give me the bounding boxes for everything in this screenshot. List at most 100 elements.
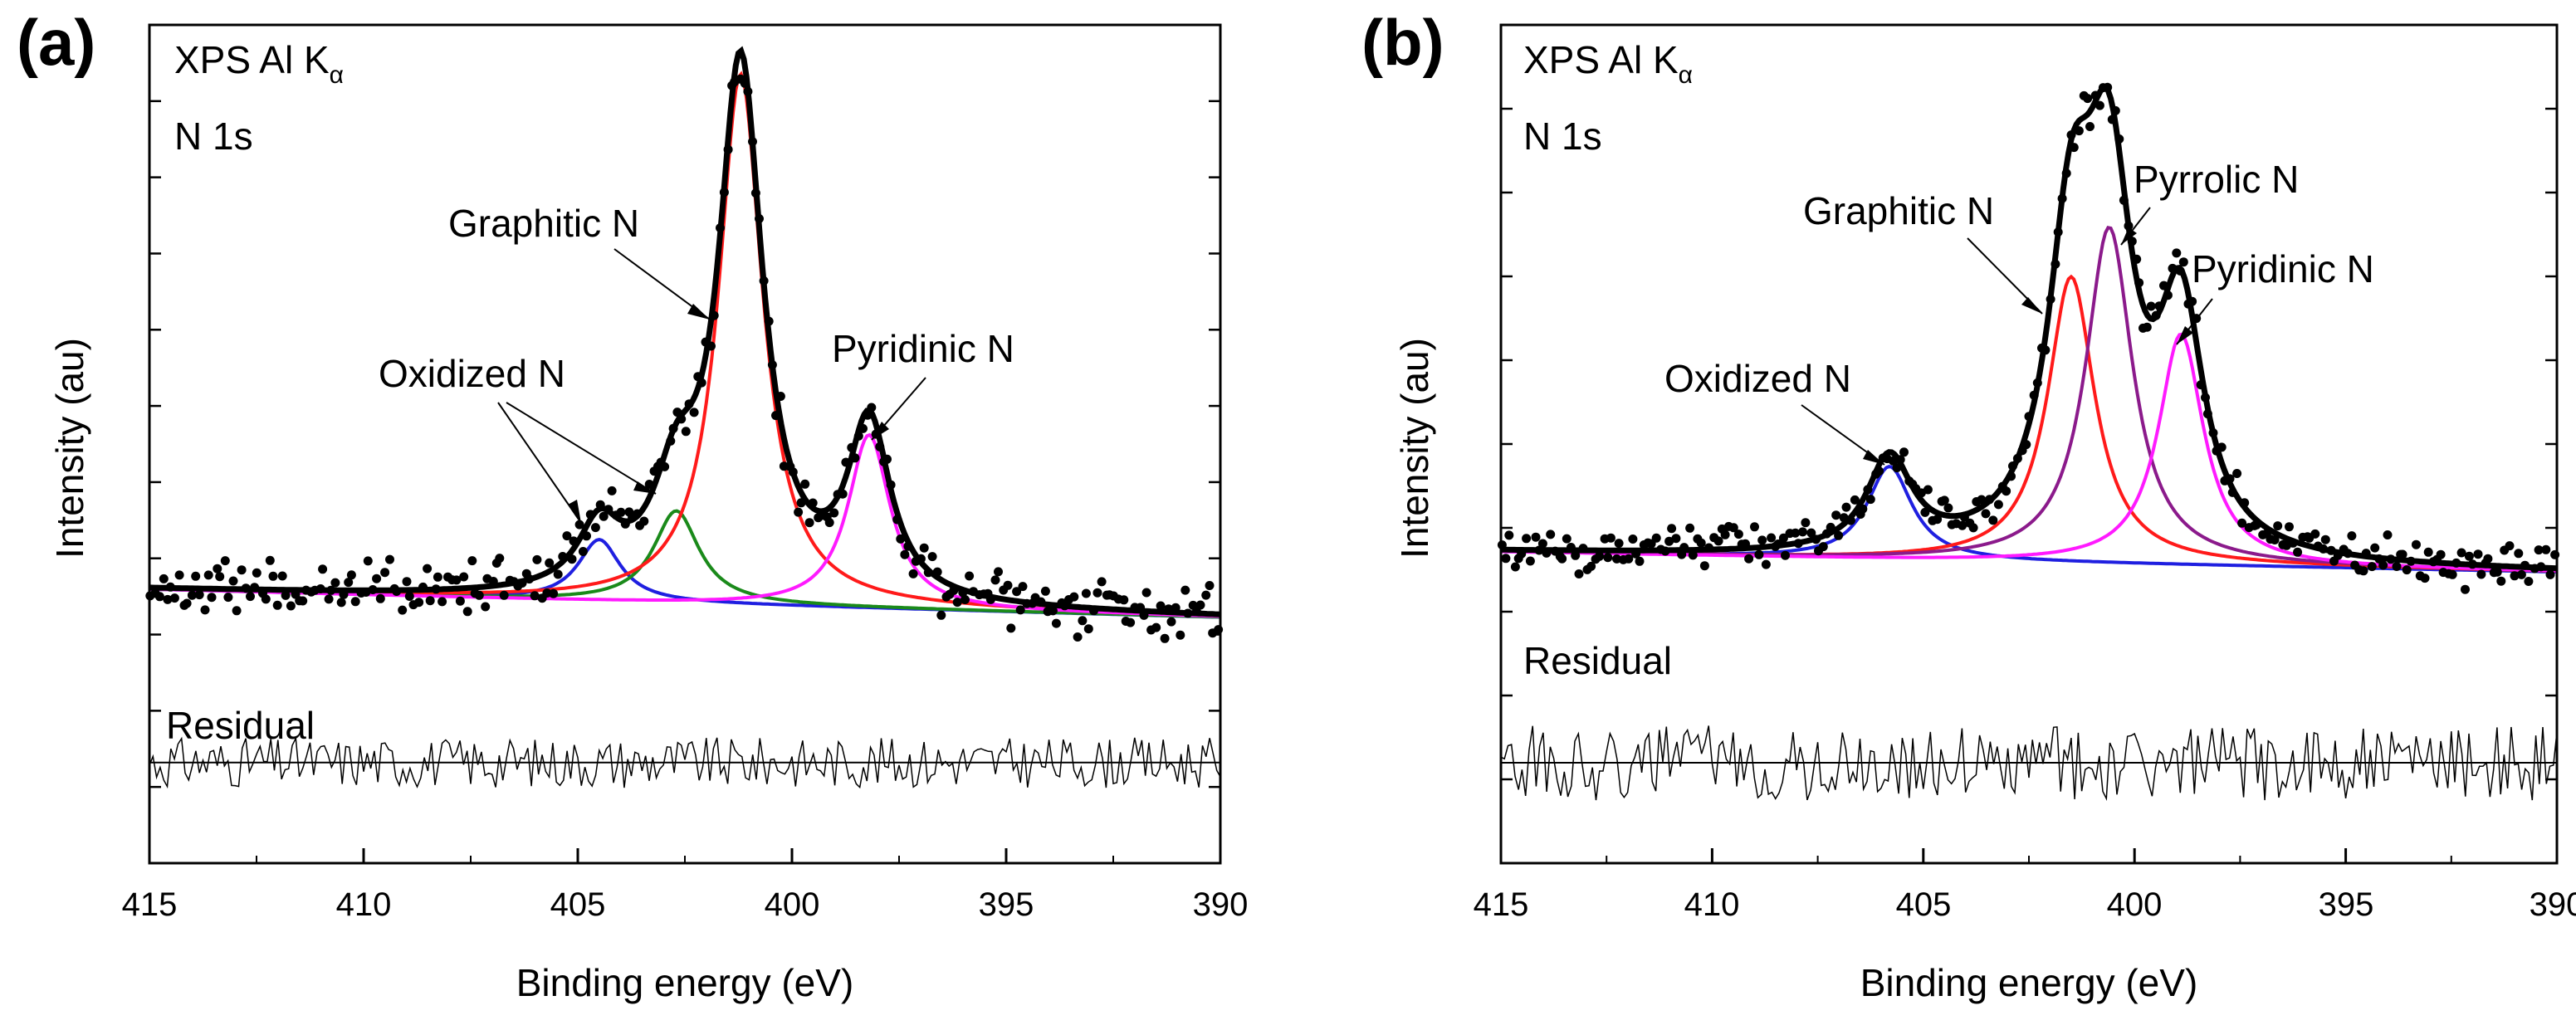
data-point [1501, 554, 1511, 564]
data-point [1522, 534, 1532, 544]
data-point [423, 564, 433, 574]
data-point [1750, 522, 1759, 532]
data-point [363, 556, 373, 566]
data-point [2464, 551, 2474, 561]
data-point [1993, 500, 2003, 510]
data-point [2383, 530, 2393, 539]
data-point [2320, 534, 2330, 544]
panel-a-xtick-label: 410 [336, 886, 392, 923]
data-point [2237, 518, 2247, 528]
data-point [1699, 561, 1709, 571]
data-point [2505, 541, 2515, 551]
data-point [574, 520, 584, 530]
data-point [2476, 569, 2486, 579]
data-point [1624, 554, 1634, 564]
data-point [2492, 567, 2502, 577]
data-point [578, 547, 588, 556]
data-point [1688, 550, 1698, 560]
panel-b-arrowhead-pyridinic [2177, 326, 2193, 344]
data-point [1923, 485, 1933, 495]
panel-b-header-n1s: N 1s [1523, 115, 1602, 158]
data-point [1651, 533, 1661, 543]
data-point [187, 590, 197, 600]
data-point [1850, 495, 1860, 505]
data-point [474, 590, 484, 600]
data-point [223, 593, 233, 603]
data-point [1119, 595, 1129, 605]
data-point [207, 593, 217, 603]
data-point [1841, 502, 1851, 512]
data-point [1051, 618, 1061, 628]
data-point [437, 597, 447, 607]
data-point [952, 598, 962, 608]
data-point [159, 574, 169, 583]
data-point [1728, 523, 1738, 533]
data-point [1504, 530, 1514, 540]
data-point [425, 596, 435, 606]
data-point [562, 531, 572, 541]
data-point [530, 591, 540, 601]
panel-a-xtick-label: 390 [1193, 886, 1249, 923]
data-point [1018, 582, 1028, 592]
data-point [900, 549, 910, 559]
data-point [324, 594, 334, 604]
panel-b-xtick-label: 390 [2530, 886, 2576, 923]
data-point [336, 598, 346, 608]
panel-a-residual-label: Residual [166, 704, 315, 747]
data-point [2402, 565, 2412, 575]
data-point [169, 593, 179, 603]
data-point [1012, 587, 1022, 597]
panel-a-x-axis-title: Binding energy (eV) [516, 961, 854, 1004]
fit-envelope [1501, 84, 2558, 572]
panel-a-arrow-oxidized-2 [506, 402, 657, 495]
data-point [2310, 529, 2320, 539]
data-point [2541, 544, 2551, 554]
data-point [2461, 584, 2470, 594]
data-point [1761, 559, 1771, 569]
data-point [1537, 539, 1547, 549]
panel-a-xtick-label: 400 [765, 886, 820, 923]
data-point [1806, 528, 1816, 538]
panel-b-xtick-label: 410 [1684, 886, 1740, 923]
data-point [1160, 633, 1170, 643]
panel-b-y-axis-title: Intensity (au) [1393, 338, 1436, 559]
panel-b-label: (b) [1361, 6, 1444, 79]
panel-b-xtick-label: 405 [1896, 886, 1952, 923]
data-point [2398, 549, 2407, 559]
panel-b-residual-label: Residual [1523, 639, 1672, 682]
panel-a-xtick-label: 395 [979, 886, 1034, 923]
data-point [277, 571, 287, 581]
data-point [1733, 530, 1743, 539]
data-point [265, 555, 275, 565]
data-point [1831, 510, 1841, 520]
data-point [1205, 581, 1215, 590]
data-point [1744, 554, 1754, 564]
data-point [433, 572, 442, 582]
panel-b-arrowhead-oxidized [1863, 450, 1884, 465]
panel-b-x-axis-title: Binding energy (eV) [1860, 961, 2198, 1004]
data-point [1778, 533, 1788, 543]
data-point [246, 592, 255, 602]
data-point [163, 594, 173, 604]
data-point [272, 600, 282, 610]
data-point [549, 588, 559, 598]
fit-envelope [149, 46, 1221, 617]
data-point [1943, 503, 1953, 513]
data-point [639, 516, 649, 526]
data-point [1834, 530, 1844, 540]
data-point [467, 556, 477, 566]
data-point [191, 571, 201, 581]
data-point [1073, 632, 1083, 642]
panel-a-arrowhead-pyridinic [872, 422, 889, 440]
panel-b-arrowhead-pyrrolic [2121, 227, 2137, 245]
data-point [1801, 518, 1811, 528]
data-point [1092, 588, 1102, 598]
data-point [2178, 257, 2188, 267]
data-point [1781, 550, 1790, 560]
data-point [553, 569, 563, 579]
data-point [398, 605, 408, 615]
data-point [1510, 562, 1520, 572]
data-point [2146, 301, 2156, 311]
data-point [481, 602, 491, 612]
